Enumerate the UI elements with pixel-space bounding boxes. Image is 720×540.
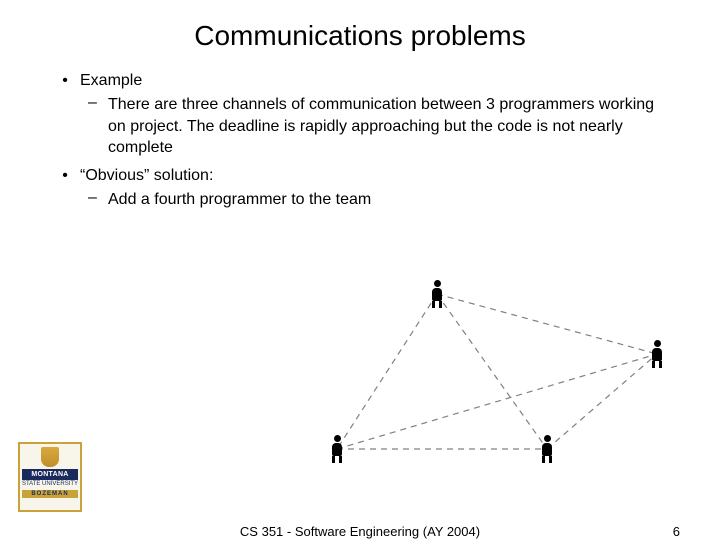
bullet-dot: • (50, 72, 80, 90)
shield-icon (41, 447, 59, 467)
bullet-text: Example (80, 72, 670, 90)
montana-state-logo: MONTANA STATE UNIVERSITY BOZEMAN (18, 442, 82, 512)
page-number: 6 (673, 524, 680, 539)
bullet-text: “Obvious” solution: (80, 167, 670, 185)
person-icon (650, 340, 664, 368)
logo-city: BOZEMAN (22, 490, 78, 498)
bullet-text: There are three channels of communicatio… (108, 94, 670, 159)
slide-body: • Example – There are three channels of … (0, 52, 720, 210)
person-icon (330, 435, 344, 463)
bullet-dash: – (80, 189, 108, 211)
person-icon (540, 435, 554, 463)
logo-name: MONTANA (22, 469, 78, 480)
bullet-level2: – Add a fourth programmer to the team (80, 189, 670, 211)
bullet-level2: – There are three channels of communicat… (80, 94, 670, 159)
bullet-text: Add a fourth programmer to the team (108, 189, 670, 211)
logo-subtitle: STATE UNIVERSITY (22, 481, 78, 487)
slide-title: Communications problems (0, 0, 720, 52)
bullet-dot: • (50, 167, 80, 185)
communication-diagram (280, 270, 680, 470)
footer-course: CS 351 - Software Engineering (AY 2004) (240, 524, 480, 539)
bullet-level1: • “Obvious” solution: (50, 167, 670, 185)
person-icon (430, 280, 444, 308)
bullet-level1: • Example (50, 72, 670, 90)
bullet-dash: – (80, 94, 108, 159)
